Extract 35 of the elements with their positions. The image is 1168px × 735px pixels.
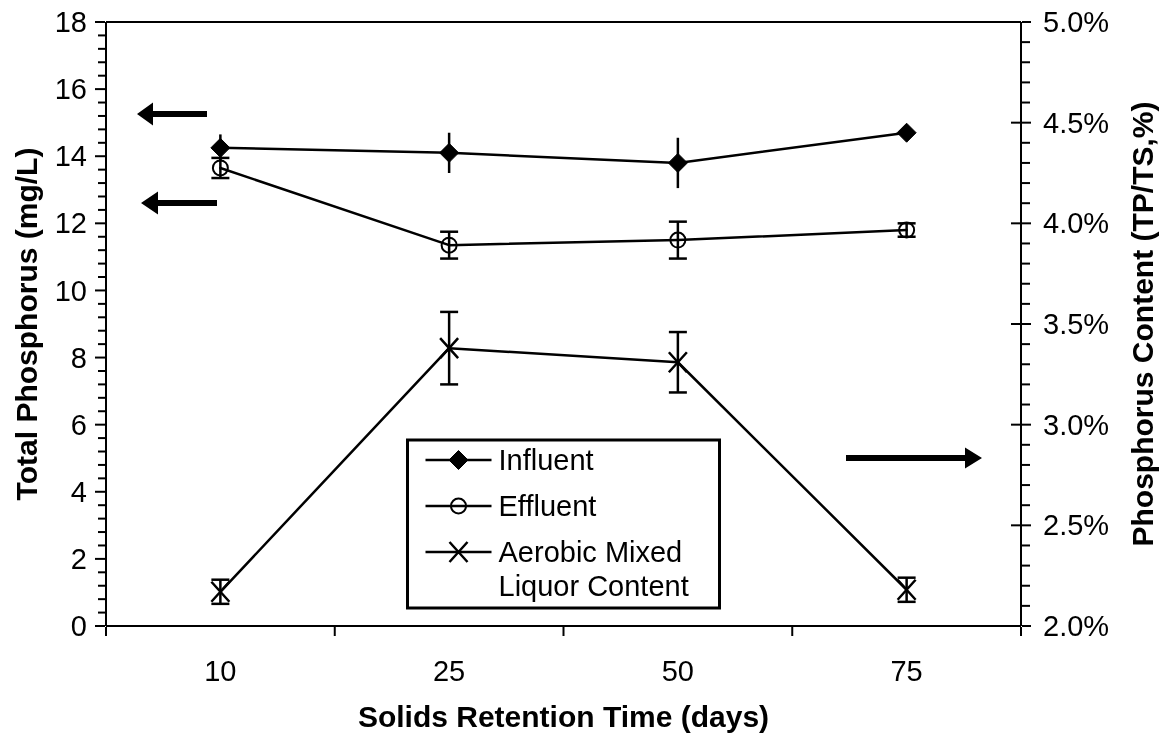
x-tick-label: 75 <box>890 655 923 687</box>
y2-axis-title: Phosphorus Content (TP/TS,%) <box>1126 101 1159 547</box>
legend-label: Influent <box>498 444 594 477</box>
y-tick-label: 0 <box>70 610 87 643</box>
y2-tick-label: 4.5% <box>1043 106 1110 139</box>
y-tick-label: 10 <box>54 274 87 307</box>
y-tick-label: 8 <box>70 341 87 374</box>
x-axis-title: Solids Retention Time (days) <box>357 700 770 733</box>
y-tick-label: 2 <box>70 543 87 576</box>
x-tick-label: 10 <box>204 655 237 687</box>
y2-tick-label: 3.0% <box>1043 408 1110 441</box>
point <box>669 231 687 249</box>
x-tick-label: 25 <box>432 655 466 687</box>
y-axis-title: Total Phosphorus (mg/L) <box>10 147 43 501</box>
legend-label: Effluent <box>498 490 597 523</box>
y-tick-label: 18 <box>54 6 87 39</box>
point <box>896 122 917 143</box>
point <box>438 336 460 360</box>
y-tick-label: 4 <box>70 475 87 508</box>
y2-tick-label: 2.5% <box>1043 509 1110 542</box>
legend-label: Aerobic Mixed Liquor Content <box>498 536 689 603</box>
point <box>440 236 458 254</box>
y2-tick-label: 2.0% <box>1043 610 1110 643</box>
y-tick-label: 14 <box>54 140 87 173</box>
point <box>667 152 688 173</box>
point <box>667 351 689 374</box>
y2-tick-label: 4.0% <box>1043 207 1110 240</box>
y-tick-label: 16 <box>54 73 87 106</box>
y2-tick-label: 5.0% <box>1043 6 1110 39</box>
y-tick-label: 6 <box>70 408 87 441</box>
y-tick-label: 12 <box>54 207 87 240</box>
x-tick-label: 50 <box>661 655 695 687</box>
point <box>210 137 231 158</box>
y2-tick-label: 3.5% <box>1043 308 1110 341</box>
point <box>439 142 460 163</box>
